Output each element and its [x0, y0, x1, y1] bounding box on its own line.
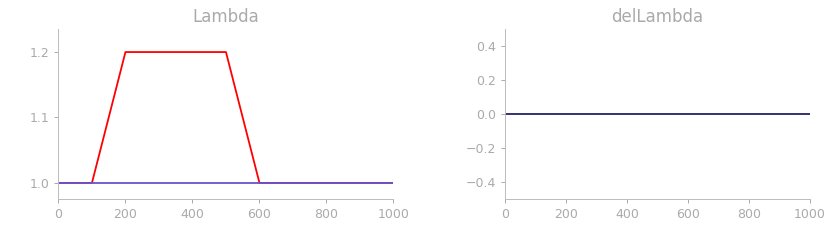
Title: Lambda: Lambda — [193, 8, 260, 26]
Title: delLambda: delLambda — [611, 8, 704, 26]
